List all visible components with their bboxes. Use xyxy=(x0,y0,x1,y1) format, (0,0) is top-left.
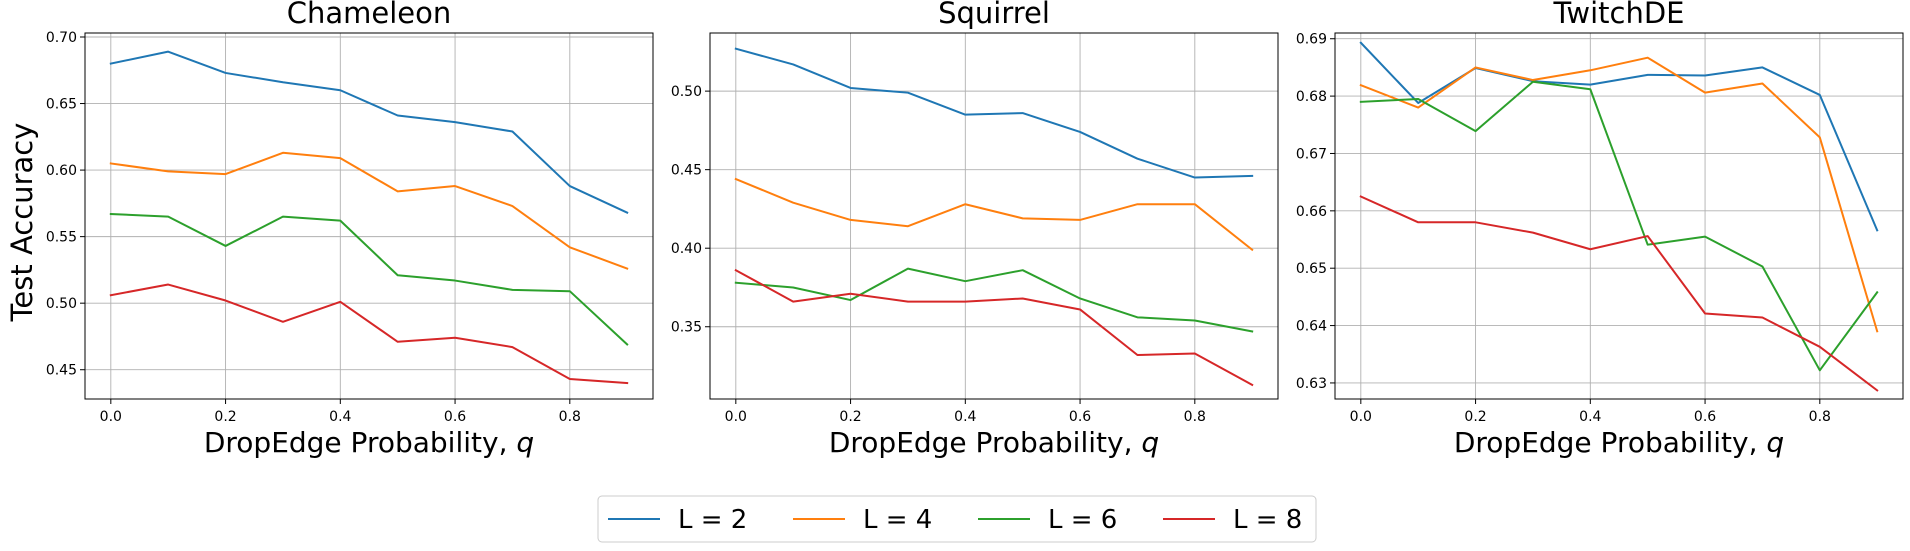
y-tick-label: 0.63 xyxy=(1296,376,1327,392)
x-tick-label: 0.4 xyxy=(1579,409,1601,425)
x-tick-label: 0.6 xyxy=(1069,409,1091,425)
series-line-l-2 xyxy=(109,50,629,214)
y-tick-label: 0.50 xyxy=(671,84,702,100)
legend-label: L = 8 xyxy=(1233,505,1302,535)
x-axis-label-variable: q xyxy=(516,426,534,459)
x-axis-label: DropEdge Probability, q xyxy=(204,426,534,459)
series-line-l-2 xyxy=(1359,41,1879,232)
legend-frame xyxy=(597,495,1317,543)
chart-title: Chameleon xyxy=(287,0,452,30)
x-tick-label: 0.0 xyxy=(1350,409,1372,425)
x-axis-label: DropEdge Probability, q xyxy=(1454,426,1784,459)
x-tick-label: 0.2 xyxy=(1464,409,1486,425)
y-tick-label: 0.65 xyxy=(46,97,77,113)
x-tick-label: 0.8 xyxy=(559,409,581,425)
y-tick-label: 0.66 xyxy=(1296,204,1327,220)
x-tick-label: 0.4 xyxy=(329,409,351,425)
y-tick-label: 0.69 xyxy=(1296,32,1327,48)
y-tick-label: 0.64 xyxy=(1296,319,1327,335)
legend-label: L = 4 xyxy=(863,505,932,535)
series-line-l-8 xyxy=(734,268,1254,387)
chart-title: TwitchDE xyxy=(1552,0,1684,30)
series-line-l-6 xyxy=(1359,80,1879,372)
x-axis-label-text: DropEdge Probability, xyxy=(829,426,1142,459)
y-tick-label: 0.68 xyxy=(1296,89,1327,105)
series-line-l-2 xyxy=(734,47,1254,179)
plot-frame xyxy=(84,32,654,400)
x-tick-label: 0.2 xyxy=(214,409,236,425)
x-tick-label: 0.8 xyxy=(1809,409,1831,425)
chart-panel-squirrel: 0.0 0.2 0.4 0.6 0.8 0.35 0.40 0.45 0.50 Squirrel D… xyxy=(671,0,1279,459)
legend: L = 2 L = 4 L = 6 L = 8 xyxy=(597,495,1317,543)
x-tick-label: 0.4 xyxy=(954,409,976,425)
plot-frame xyxy=(709,32,1279,400)
x-tick-label: 0.6 xyxy=(444,409,466,425)
chart-panel-chameleon: 0.0 0.2 0.4 0.6 0.8 0.45 0.50 0.55 0.60 0.65 0.70 C… xyxy=(46,0,654,459)
y-tick-label: 0.40 xyxy=(671,241,702,257)
x-tick-label: 0.8 xyxy=(1184,409,1206,425)
x-axis-label-text: DropEdge Probability, xyxy=(1454,426,1767,459)
y-tick-label: 0.50 xyxy=(46,296,77,312)
plot-frame xyxy=(1334,32,1904,400)
y-axis-label: Test Accuracy xyxy=(5,123,39,323)
series-line-l-8 xyxy=(1359,195,1879,392)
legend-label: L = 6 xyxy=(1048,505,1117,535)
series-line-l-8 xyxy=(109,283,629,385)
series-line-l-6 xyxy=(109,212,629,346)
panels: 0.0 0.2 0.4 0.6 0.8 0.45 0.50 0.55 0.60 0.65 0.70 C… xyxy=(46,0,1904,459)
series-line-l-4 xyxy=(734,177,1254,252)
y-tick-label: 0.55 xyxy=(46,230,77,246)
x-axis-label-text: DropEdge Probability, xyxy=(204,426,517,459)
y-tick-label: 0.65 xyxy=(1296,261,1327,277)
x-tick-label: 0.6 xyxy=(1694,409,1716,425)
y-tick-label: 0.60 xyxy=(46,163,77,179)
chart-title: Squirrel xyxy=(938,0,1050,30)
x-tick-label: 0.2 xyxy=(839,409,861,425)
x-axis-label: DropEdge Probability, q xyxy=(829,426,1159,459)
y-tick-label: 0.35 xyxy=(671,320,702,336)
y-tick-label: 0.45 xyxy=(46,363,77,379)
legend-label: L = 2 xyxy=(678,505,747,535)
x-axis-label-variable: q xyxy=(1141,426,1159,459)
x-tick-label: 0.0 xyxy=(725,409,747,425)
x-axis-label-variable: q xyxy=(1766,426,1784,459)
series-line-l-6 xyxy=(734,267,1254,333)
x-tick-label: 0.0 xyxy=(100,409,122,425)
y-tick-label: 0.70 xyxy=(46,30,77,46)
y-tick-label: 0.67 xyxy=(1296,146,1327,162)
series-line-l-4 xyxy=(109,151,629,270)
series-line-l-4 xyxy=(1359,56,1879,333)
chart-panel-twitchde: 0.0 0.2 0.4 0.6 0.8 0.63 0.64 0.65 0.66 0.67 0.68 0… xyxy=(1296,0,1904,459)
y-tick-label: 0.45 xyxy=(671,163,702,179)
